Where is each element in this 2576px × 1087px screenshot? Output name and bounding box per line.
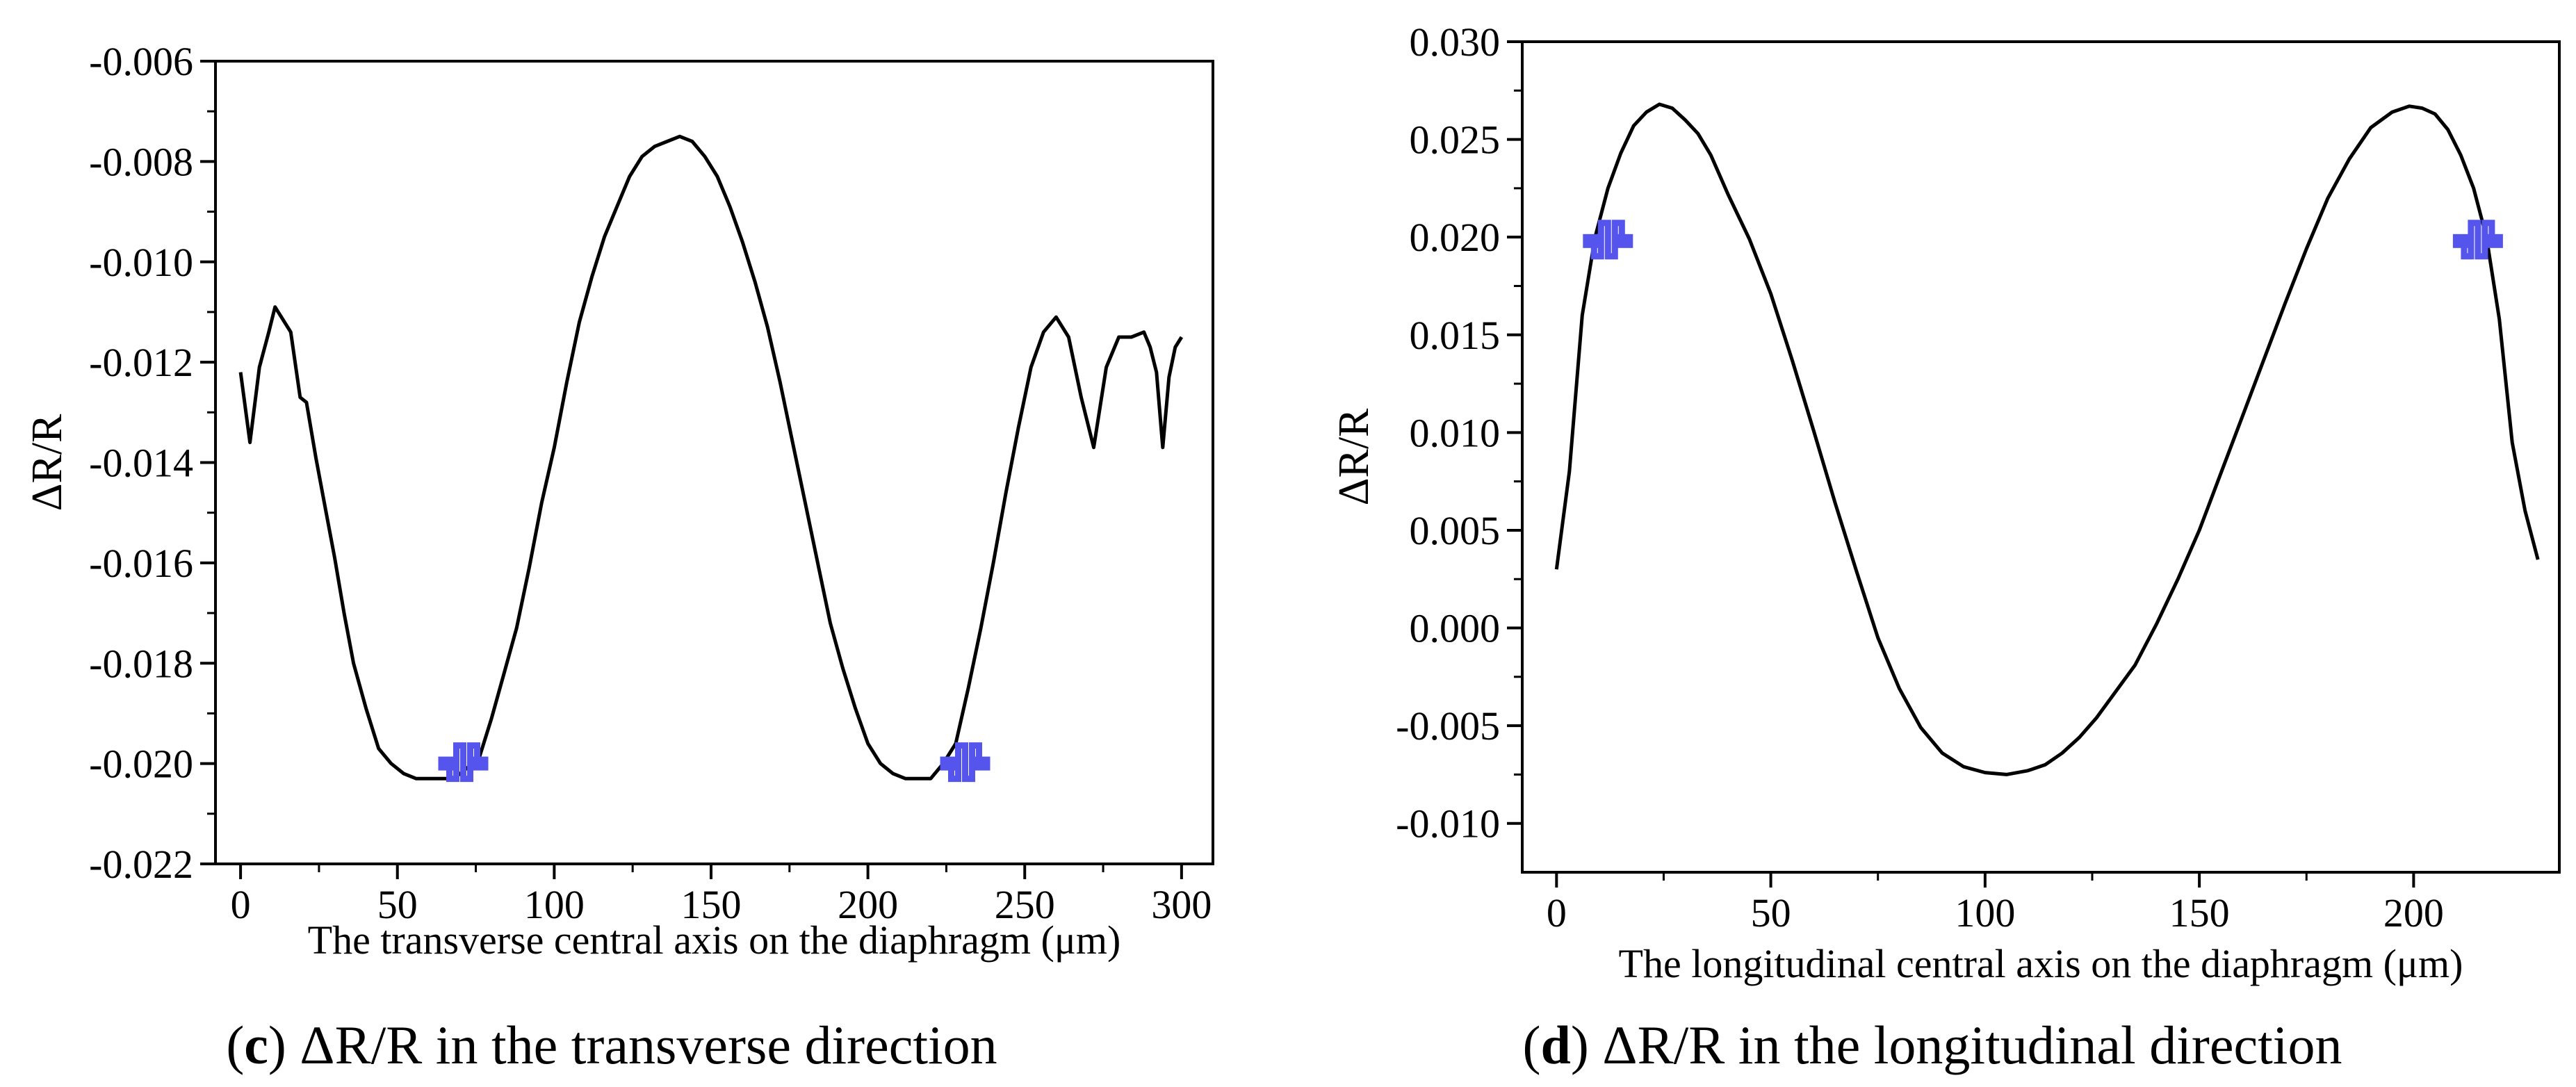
y-tick-label: -0.022 (89, 842, 193, 887)
transverse-left-piezoresistor-icon (438, 742, 489, 783)
x-tick-label: 0 (1547, 890, 1567, 935)
series-group (238, 134, 1184, 780)
y-tick-label: -0.006 (89, 39, 193, 84)
transverse-right-piezoresistor-icon (940, 742, 991, 783)
y-tick-label: 0.005 (1410, 508, 1501, 553)
x-axis-ticks: 0 50 100 150 200 (1547, 872, 2444, 935)
y-tick-label: -0.016 (89, 541, 193, 586)
x-axis-ticks: 0 50 100 150 200 250 300 (231, 864, 1212, 927)
panel-transverse: 0 50 100 150 200 250 300 -0.022-0.020-0.018-0.… (24, 39, 1214, 1075)
x-tick-label: 300 (1151, 882, 1212, 927)
x-axis-title: The transverse central axis on the diaph… (308, 917, 1121, 963)
y-tick-label: -0.020 (89, 742, 193, 787)
y-tick-label: -0.010 (1396, 801, 1500, 847)
x-tick-label: 250 (995, 882, 1055, 927)
panel-letter: d (1541, 1015, 1571, 1075)
y-axis-ticks: -0.022 -0.020 -0.018 -0.016 -0.014 -0.012 -0.0… (89, 39, 215, 887)
panel-caption: (d) ΔR/R in the longitudinal direction (1523, 1015, 2342, 1075)
y-tick-label: -0.008 (89, 139, 193, 184)
y-tick-label: 0.000 (1410, 606, 1501, 651)
y-axis-title: ΔR/R (24, 414, 71, 511)
x-tick-label: 200 (2383, 890, 2444, 935)
caption-text: ΔR/R in the longitudinal direction (1602, 1015, 2342, 1075)
panel-letter: c (244, 1015, 268, 1075)
y-tick-label: -0.012 (89, 340, 193, 385)
y-tick-label: 0.015 (1410, 313, 1501, 358)
y-tick-label: -0.014 (89, 441, 193, 486)
y-tick-label: 0.025 (1410, 117, 1501, 163)
plot-frame (214, 60, 1214, 865)
y-tick-label: 0.030 (1410, 19, 1501, 65)
y-axis-title: ΔR/R (1330, 408, 1378, 505)
plot-frame (1521, 40, 2561, 874)
series-line (238, 134, 1184, 780)
annotation-group (438, 742, 991, 783)
x-tick-label: 150 (2169, 890, 2230, 935)
caption-text: ΔR/R in the transverse direction (300, 1015, 997, 1075)
longitudinal-right-piezoresistor-icon (2452, 220, 2503, 260)
series-line (1554, 102, 2540, 776)
y-axis-ticks: -0.010 -0.005 0.000 0.005 0.010 0.015 0.020 0.0… (1396, 19, 1522, 847)
x-tick-label: 0 (231, 882, 251, 927)
x-tick-label: 200 (838, 882, 898, 927)
annotation-group (1583, 220, 2503, 260)
x-tick-label: 100 (524, 882, 585, 927)
x-tick-label: 100 (1955, 890, 2015, 935)
longitudinal-left-piezoresistor-icon (1583, 220, 1633, 260)
y-tick-label: 0.020 (1410, 215, 1501, 260)
panel-caption: (c) ΔR/R in the transverse direction (226, 1015, 997, 1075)
y-tick-label: 0.010 (1410, 410, 1501, 455)
y-tick-label: -0.010 (89, 240, 193, 285)
y-tick-label: -0.005 (1396, 703, 1500, 749)
x-tick-label: 50 (377, 882, 418, 927)
x-tick-label: 50 (1751, 890, 1791, 935)
y-tick-label: -0.018 (89, 641, 193, 686)
x-axis-title: The longitudinal central axis on the dia… (1619, 941, 2463, 986)
series-group (1554, 102, 2540, 776)
x-tick-label: 150 (680, 882, 741, 927)
panel-longitudinal: 0 50 100 150 200 -0.010 -0.005 0.000 0.005 0.010… (1330, 19, 2561, 1075)
